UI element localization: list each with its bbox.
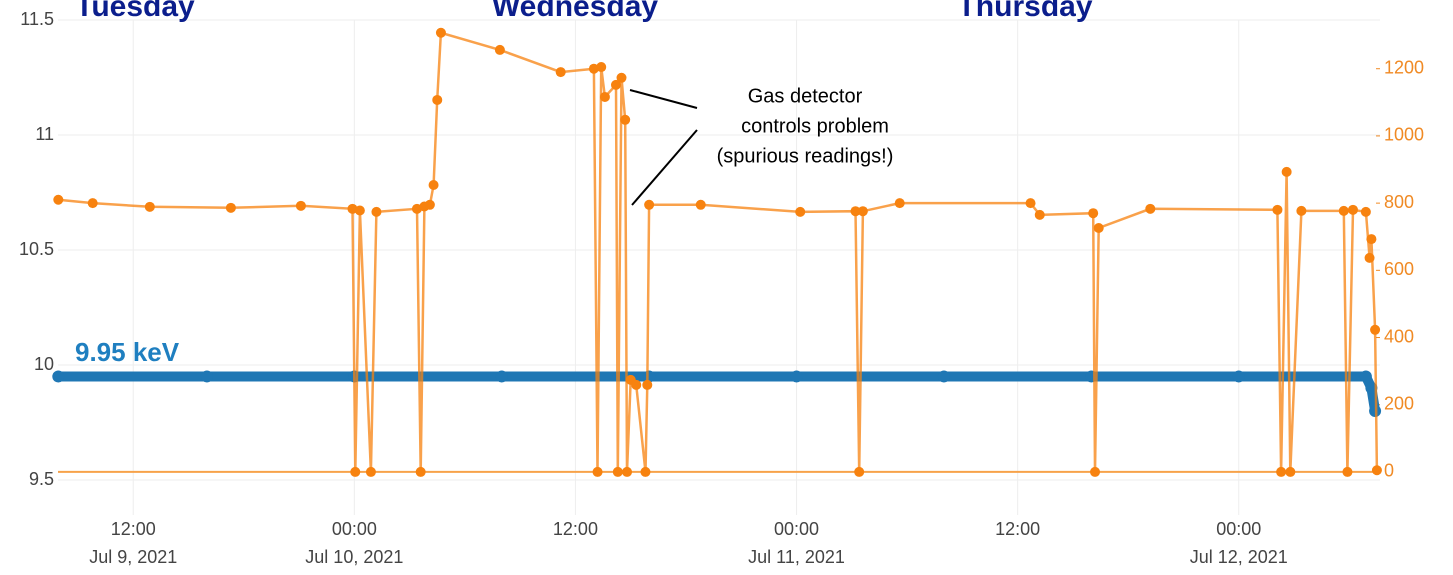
data-point xyxy=(1145,203,1156,214)
data-point xyxy=(1296,205,1307,216)
x-tick-label: Jul 10, 2021 xyxy=(305,547,403,567)
data-point xyxy=(225,202,236,213)
data-point xyxy=(1285,466,1296,477)
data-point xyxy=(87,198,98,209)
data-point xyxy=(354,205,365,216)
plot xyxy=(52,27,1382,477)
y2-tick-label: 400 xyxy=(1384,326,1414,346)
data-point xyxy=(1365,382,1378,394)
data-point xyxy=(52,370,65,383)
day-label: Wednesday xyxy=(492,0,658,23)
data-point xyxy=(1090,466,1101,477)
data-point xyxy=(555,67,566,78)
series-line xyxy=(58,31,1379,473)
data-point xyxy=(857,206,868,217)
day-label: Thursday xyxy=(957,0,1092,23)
data-point xyxy=(622,466,633,477)
data-point xyxy=(1360,206,1371,217)
data-point xyxy=(1371,465,1382,476)
data-point xyxy=(795,206,806,217)
data-point xyxy=(432,94,443,105)
y-tick-label: 11.5 xyxy=(20,9,54,29)
data-point xyxy=(1281,166,1292,177)
data-point xyxy=(850,206,861,217)
x-tick-label: 12:00 xyxy=(995,519,1040,539)
energy-label: 9.95 keV xyxy=(75,337,180,367)
data-point xyxy=(642,379,653,390)
data-point xyxy=(424,199,435,210)
data-point xyxy=(1093,222,1104,233)
data-point xyxy=(435,27,446,38)
annotation-line: controls problem xyxy=(741,115,889,137)
y2-tick-label: 200 xyxy=(1384,393,1414,413)
data-point xyxy=(640,466,651,477)
data-point xyxy=(1088,208,1099,219)
data-point xyxy=(350,466,361,477)
x-tick-label: 00:00 xyxy=(774,519,819,539)
x-tick-label: Jul 12, 2021 xyxy=(1190,547,1288,567)
data-point xyxy=(610,79,621,90)
data-point xyxy=(200,370,213,383)
data-point xyxy=(495,370,508,383)
data-point xyxy=(1364,252,1375,263)
y2-tick-label: 600 xyxy=(1384,259,1414,279)
data-point xyxy=(612,466,623,477)
annotation-arrow xyxy=(629,89,698,109)
data-point xyxy=(53,194,64,205)
data-point xyxy=(428,179,439,190)
y-tick-label: 10.5 xyxy=(19,239,54,259)
x-tick-label: 12:00 xyxy=(553,519,598,539)
y-tick-label: 9.5 xyxy=(29,469,54,489)
data-point xyxy=(1272,204,1283,215)
data-point xyxy=(1025,198,1036,209)
data-point xyxy=(494,44,505,55)
x-tick-label: Jul 9, 2021 xyxy=(89,547,177,567)
data-point xyxy=(415,466,426,477)
data-point xyxy=(371,206,382,217)
y-tick-label: 10 xyxy=(34,354,54,374)
data-point xyxy=(1276,466,1287,477)
y2-tick-label: 800 xyxy=(1384,192,1414,212)
y2-tick-label: 1000 xyxy=(1384,125,1424,145)
data-point xyxy=(592,466,603,477)
y2-tick-label: 1200 xyxy=(1384,57,1424,77)
data-point xyxy=(599,91,610,102)
x-tick-label: 12:00 xyxy=(111,519,156,539)
annotation-arrow xyxy=(631,129,698,206)
data-point xyxy=(616,72,627,83)
x-tick-label: 00:00 xyxy=(332,519,377,539)
data-point xyxy=(596,62,607,73)
data-point xyxy=(644,199,655,210)
data-point xyxy=(365,466,376,477)
data-point xyxy=(1347,204,1358,215)
data-point xyxy=(144,201,155,212)
data-point xyxy=(620,114,631,125)
data-point xyxy=(894,198,905,209)
data-point xyxy=(1366,234,1377,245)
series-line xyxy=(58,371,1381,412)
data-point xyxy=(1370,324,1381,335)
data-point xyxy=(295,200,306,211)
data-point xyxy=(1034,209,1045,220)
data-point xyxy=(631,379,642,390)
x-tick-label: Jul 11, 2021 xyxy=(748,547,845,567)
annotation-line: (spurious readings!) xyxy=(717,145,894,167)
data-point xyxy=(1359,370,1372,383)
annotation-line: Gas detector xyxy=(748,85,863,107)
data-point xyxy=(854,466,865,477)
data-point xyxy=(1232,370,1245,383)
data-point xyxy=(790,370,803,383)
data-point xyxy=(937,370,950,383)
grid xyxy=(58,19,1380,515)
y-tick-label: 11 xyxy=(35,124,54,144)
y2-tick-label: 0 xyxy=(1384,461,1394,481)
data-point xyxy=(1342,466,1353,477)
day-label: Tuesday xyxy=(75,0,195,23)
data-point xyxy=(695,199,706,210)
x-tick-label: 00:00 xyxy=(1216,519,1261,539)
data-point xyxy=(1338,205,1349,216)
